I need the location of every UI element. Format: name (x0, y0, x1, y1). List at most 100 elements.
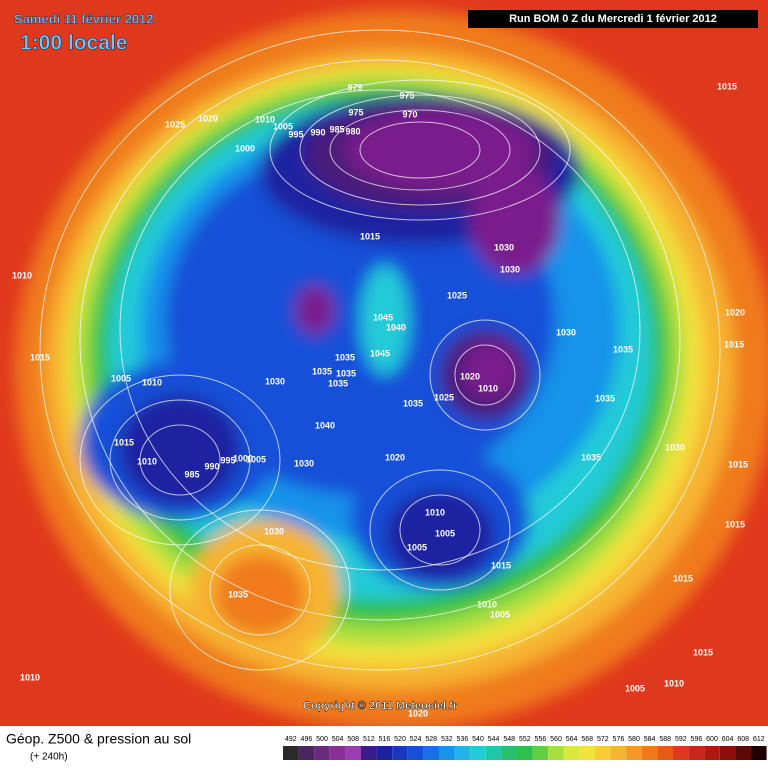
pressure-label: 995 (288, 129, 303, 139)
pressure-label: 985 (184, 469, 199, 479)
scale-label: 500 (316, 736, 328, 743)
field-area (470, 165, 560, 275)
scale-swatch (329, 746, 346, 760)
pressure-label: 1045 (370, 348, 390, 358)
pressure-label: 1035 (328, 378, 348, 388)
pressure-label: 1025 (165, 119, 185, 129)
scale-swatch (735, 746, 751, 760)
pressure-label: 1000 (233, 453, 253, 463)
scale-label: 568 (581, 736, 593, 743)
isobar (109, 399, 251, 521)
pressure-label: 1015 (673, 573, 693, 583)
scale-swatch (407, 746, 424, 760)
scale-label: 524 (410, 736, 422, 743)
run-text: Run BOM 0 Z du Mercredi 1 février 2012 (509, 13, 717, 25)
scale-label: 532 (441, 736, 453, 743)
pressure-label: 1025 (434, 392, 454, 402)
time: 1:00 locale (20, 32, 127, 55)
pressure-label: 1020 (460, 371, 480, 381)
field-area (345, 110, 535, 190)
scale-swatch (392, 746, 408, 760)
isobar (399, 494, 481, 566)
pressure-label: 1010 (255, 114, 275, 124)
scale-swatch (532, 746, 549, 760)
field-area (385, 490, 495, 580)
scale-label: 580 (628, 736, 640, 743)
pressure-label: 1005 (625, 683, 645, 693)
isobar (454, 344, 516, 406)
scale-label: 612 (753, 736, 765, 743)
pressure-label: 1035 (336, 368, 356, 378)
scale-label: 540 (472, 736, 484, 743)
scale-label: 572 (597, 736, 609, 743)
field-area (215, 555, 305, 635)
scale-swatch (548, 746, 564, 760)
pressure-label: 1015 (728, 459, 748, 469)
run-box (468, 10, 758, 28)
pressure-label: 1005 (246, 454, 266, 464)
pressure-label: 1035 (581, 452, 601, 462)
scale-swatch (704, 746, 720, 760)
scale-swatch (751, 746, 767, 760)
field-area (295, 285, 335, 335)
pressure-label: 1015 (725, 519, 745, 529)
scale-swatch (641, 746, 658, 760)
field-blobs (15, 10, 768, 726)
isobar (39, 29, 721, 671)
isobar (299, 94, 541, 206)
pressure-label: 1035 (403, 398, 423, 408)
scale-swatch (470, 746, 486, 760)
pressure-label: 970 (402, 109, 417, 119)
field (0, 0, 768, 726)
scale-swatch (283, 746, 299, 760)
pressure-label: 1000 (235, 143, 255, 153)
date: Samedi 11 février 2012 (14, 11, 154, 26)
scale-swatch (345, 746, 361, 760)
isobar (209, 544, 311, 636)
pressure-label: 979 (347, 82, 362, 92)
pressure-label: 1015 (724, 339, 744, 349)
scale-swatch (376, 746, 393, 760)
scale-label: 584 (644, 736, 656, 743)
scale-label: 496 (301, 736, 313, 743)
pressure-label: 1010 (137, 456, 157, 466)
scale-swatch (501, 746, 517, 760)
pressure-label: 1010 (142, 377, 162, 387)
isobar (79, 374, 281, 546)
pressure-label: 1045 (373, 312, 393, 322)
pressure-label: 1005 (435, 528, 455, 538)
pressure-label: 1035 (312, 366, 332, 376)
pressure-label: 1010 (478, 383, 498, 393)
pressure-label: 1030 (500, 264, 520, 274)
scale-label: 512 (363, 736, 375, 743)
scale-swatch (626, 746, 642, 760)
scale-swatch (423, 746, 439, 760)
scale-swatch (688, 746, 705, 760)
pressure-label: 990 (204, 461, 219, 471)
pressure-label: 1020 (408, 708, 428, 718)
pressure-label: 1030 (494, 242, 514, 252)
scale-swatch (579, 746, 595, 760)
scale-label: 604 (722, 736, 734, 743)
pressure-label: 975 (399, 90, 414, 100)
scale-swatch (298, 746, 315, 760)
field-area (462, 342, 518, 398)
scale-swatch (439, 746, 455, 760)
scale-label: 576 (613, 736, 625, 743)
scale-label: 548 (503, 736, 515, 743)
pressure-label: 1015 (114, 437, 134, 447)
scale-swatch (314, 746, 330, 760)
copyright: Copyright © 2011 Meteociel.fr (303, 700, 458, 712)
pressure-label: 1030 (294, 458, 314, 468)
isobar (369, 469, 511, 591)
pressure-label: 1030 (264, 526, 284, 536)
scale-label: 596 (691, 736, 703, 743)
scale-label: 516 (379, 736, 391, 743)
scale-swatch (361, 746, 377, 760)
pressure-label: 1030 (265, 376, 285, 386)
isobar (269, 79, 571, 221)
scale-label: 508 (347, 736, 359, 743)
color-scale: 492 496 500 504 508 512 516 520 524 528 532 536 540 5… (283, 736, 767, 760)
